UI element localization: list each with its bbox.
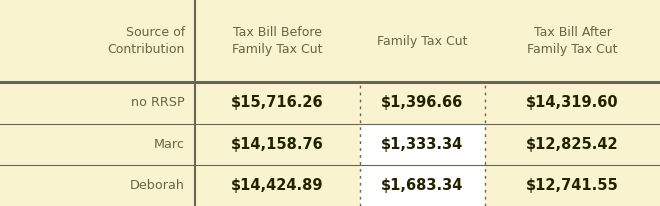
- Text: $12,741.55: $12,741.55: [526, 178, 619, 193]
- Text: Deborah: Deborah: [130, 179, 185, 192]
- Text: $14,424.89: $14,424.89: [231, 178, 323, 193]
- Text: $1,333.34: $1,333.34: [381, 137, 463, 152]
- Text: Marc: Marc: [154, 138, 185, 151]
- Text: $1,396.66: $1,396.66: [381, 96, 463, 110]
- Text: $1,683.34: $1,683.34: [381, 178, 463, 193]
- Text: Family Tax Cut: Family Tax Cut: [377, 35, 468, 48]
- Text: Source of
Contribution: Source of Contribution: [108, 26, 185, 56]
- Text: $14,319.60: $14,319.60: [526, 96, 619, 110]
- Bar: [360, 124, 485, 165]
- Text: $15,716.26: $15,716.26: [231, 96, 323, 110]
- Text: $12,825.42: $12,825.42: [526, 137, 619, 152]
- Text: Tax Bill After
Family Tax Cut: Tax Bill After Family Tax Cut: [527, 26, 618, 56]
- Text: Tax Bill Before
Family Tax Cut: Tax Bill Before Family Tax Cut: [232, 26, 323, 56]
- Text: $14,158.76: $14,158.76: [231, 137, 323, 152]
- Text: no RRSP: no RRSP: [131, 96, 185, 110]
- Bar: [360, 165, 485, 206]
